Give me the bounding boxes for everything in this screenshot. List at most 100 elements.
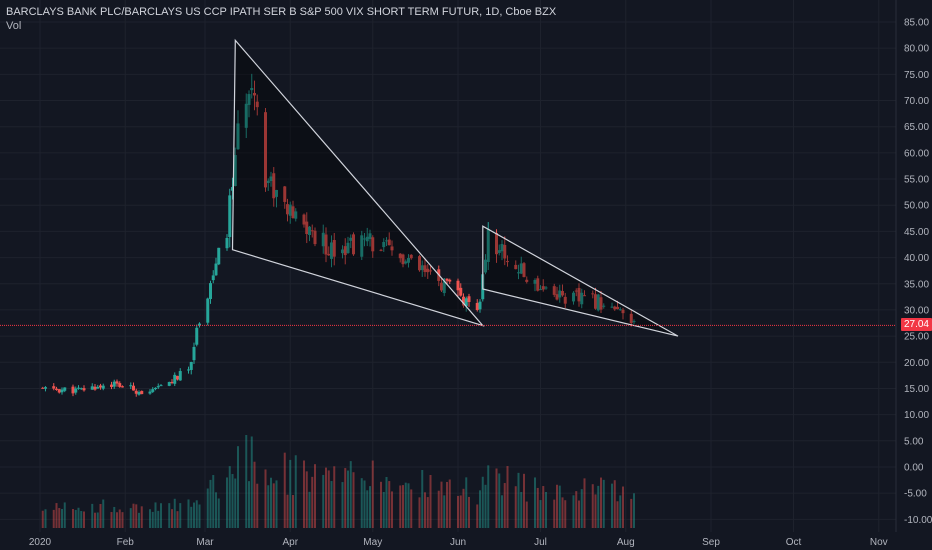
candle-body: [418, 256, 421, 271]
grid-lines: [0, 0, 896, 532]
volume-bar: [523, 473, 525, 528]
candle-body: [291, 206, 295, 218]
volume-bar: [116, 512, 118, 528]
candle-body: [115, 381, 119, 384]
candle-body: [288, 204, 292, 216]
candle-body: [90, 386, 94, 390]
candle-body: [308, 226, 311, 236]
price-axis[interactable]: 85.00 80.00 75.00 70.00 65.00 60.00 55.00 50.00…: [904, 18, 932, 526]
volume-bar: [468, 496, 470, 528]
volume-bar: [410, 489, 413, 528]
volume-bar: [613, 480, 616, 528]
volume-bar: [487, 465, 490, 528]
candle-body: [618, 309, 622, 311]
volume-bar: [121, 512, 124, 528]
candle-body: [385, 240, 388, 242]
volume-bar: [352, 472, 355, 528]
volume-bar: [344, 468, 347, 528]
volume-bar: [253, 461, 256, 528]
candle-body: [390, 246, 394, 251]
volume-bar: [503, 483, 506, 528]
volume-bar: [448, 479, 451, 528]
candle-body: [41, 387, 45, 389]
candle-body: [398, 253, 402, 259]
candle-body: [266, 180, 270, 183]
volume-bar: [446, 481, 448, 528]
volume-bar: [212, 475, 215, 528]
time-axis[interactable]: 2020 Feb Mar Apr May Jun Jul Aug Sep Oct Nov: [29, 537, 888, 548]
candle-body: [231, 187, 234, 191]
triangle-drawings[interactable]: [231, 38, 679, 337]
candle-body: [561, 290, 564, 296]
candle-body: [63, 387, 67, 391]
volume-bar: [41, 510, 44, 528]
price-tick-label: 10.00: [904, 410, 929, 421]
candle-body: [211, 275, 215, 281]
volume-bar: [580, 489, 583, 528]
candle-body: [275, 189, 278, 197]
candle-body: [129, 385, 133, 387]
candle-body: [209, 283, 212, 299]
candle-body: [313, 230, 317, 245]
volume-bar: [190, 506, 193, 528]
candle-body: [214, 263, 218, 276]
volume-bar: [525, 501, 528, 528]
volume-bar: [228, 466, 231, 528]
candle-body: [236, 123, 240, 150]
price-tick-label: 60.00: [904, 148, 929, 159]
candle-body: [132, 385, 135, 391]
candle-body: [341, 249, 344, 254]
triangle-drawing[interactable]: [482, 225, 679, 337]
volume-bar: [275, 480, 278, 528]
candle-body: [574, 290, 578, 292]
candle-body: [486, 229, 490, 262]
volume-bar: [314, 464, 316, 528]
candle-body: [343, 246, 347, 256]
candle-body: [321, 232, 325, 247]
candle-body: [310, 230, 314, 232]
price-tick-label: -10.00: [904, 515, 932, 526]
volume-bar: [371, 460, 374, 528]
volume-bar: [272, 483, 275, 528]
volume-bar: [77, 507, 80, 528]
candle-body: [71, 386, 75, 394]
volume-bar: [459, 495, 462, 528]
volume-bar: [110, 512, 113, 528]
volume-bar: [404, 482, 407, 528]
candle-body: [198, 323, 201, 326]
candle-body: [178, 371, 182, 381]
candle-body: [57, 389, 61, 393]
volume-bar: [402, 485, 404, 528]
price-tick-label: -5.00: [904, 489, 927, 500]
volume-bar: [597, 485, 600, 528]
candle-body: [195, 327, 199, 345]
candle-body: [426, 268, 430, 273]
candle-body: [409, 254, 413, 259]
volume-bar: [283, 452, 286, 528]
volume-bar: [536, 487, 539, 528]
time-tick-label: Jun: [450, 537, 466, 548]
time-tick-label: Nov: [870, 537, 888, 548]
volume-bar: [407, 483, 410, 528]
price-tick-label: 5.00: [904, 436, 924, 447]
volume-bar: [52, 509, 55, 528]
volume-bar: [542, 486, 545, 528]
candle-body: [352, 234, 355, 255]
candle-body: [159, 385, 163, 387]
volume-bar: [270, 477, 272, 528]
candle-body: [621, 309, 625, 314]
time-tick-label: Oct: [786, 537, 802, 548]
volume-bar: [443, 495, 446, 528]
candle-body: [225, 238, 229, 249]
volume-bar: [611, 483, 613, 528]
time-tick-label: Feb: [117, 537, 135, 548]
volume-bar: [289, 459, 292, 528]
candle-body: [253, 92, 256, 96]
volume-bar: [360, 478, 363, 528]
candle-body: [192, 346, 196, 361]
triangle-drawing[interactable]: [231, 38, 485, 327]
candle-body: [632, 321, 636, 323]
price-tick-label: 70.00: [904, 96, 929, 107]
candle-body: [154, 387, 157, 390]
